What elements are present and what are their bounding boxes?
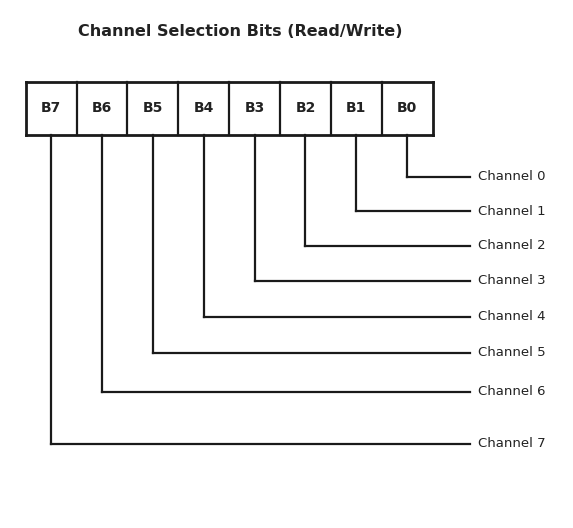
Text: Channel 6: Channel 6	[478, 385, 546, 398]
Text: Channel Selection Bits (Read/Write): Channel Selection Bits (Read/Write)	[79, 24, 403, 39]
Text: Channel 0: Channel 0	[478, 171, 546, 183]
Text: Channel 3: Channel 3	[478, 275, 546, 287]
Text: Channel 2: Channel 2	[478, 239, 546, 252]
Text: B1: B1	[346, 101, 367, 115]
Text: Channel 7: Channel 7	[478, 437, 546, 450]
Text: B0: B0	[397, 101, 417, 115]
Text: B4: B4	[194, 101, 214, 115]
Text: Channel 1: Channel 1	[478, 205, 546, 218]
Text: Channel 4: Channel 4	[478, 310, 546, 323]
Text: B3: B3	[245, 101, 265, 115]
Text: B7: B7	[41, 101, 61, 115]
Text: B5: B5	[143, 101, 163, 115]
Text: B2: B2	[295, 101, 316, 115]
Text: Channel 5: Channel 5	[478, 346, 546, 359]
Text: B6: B6	[92, 101, 112, 115]
